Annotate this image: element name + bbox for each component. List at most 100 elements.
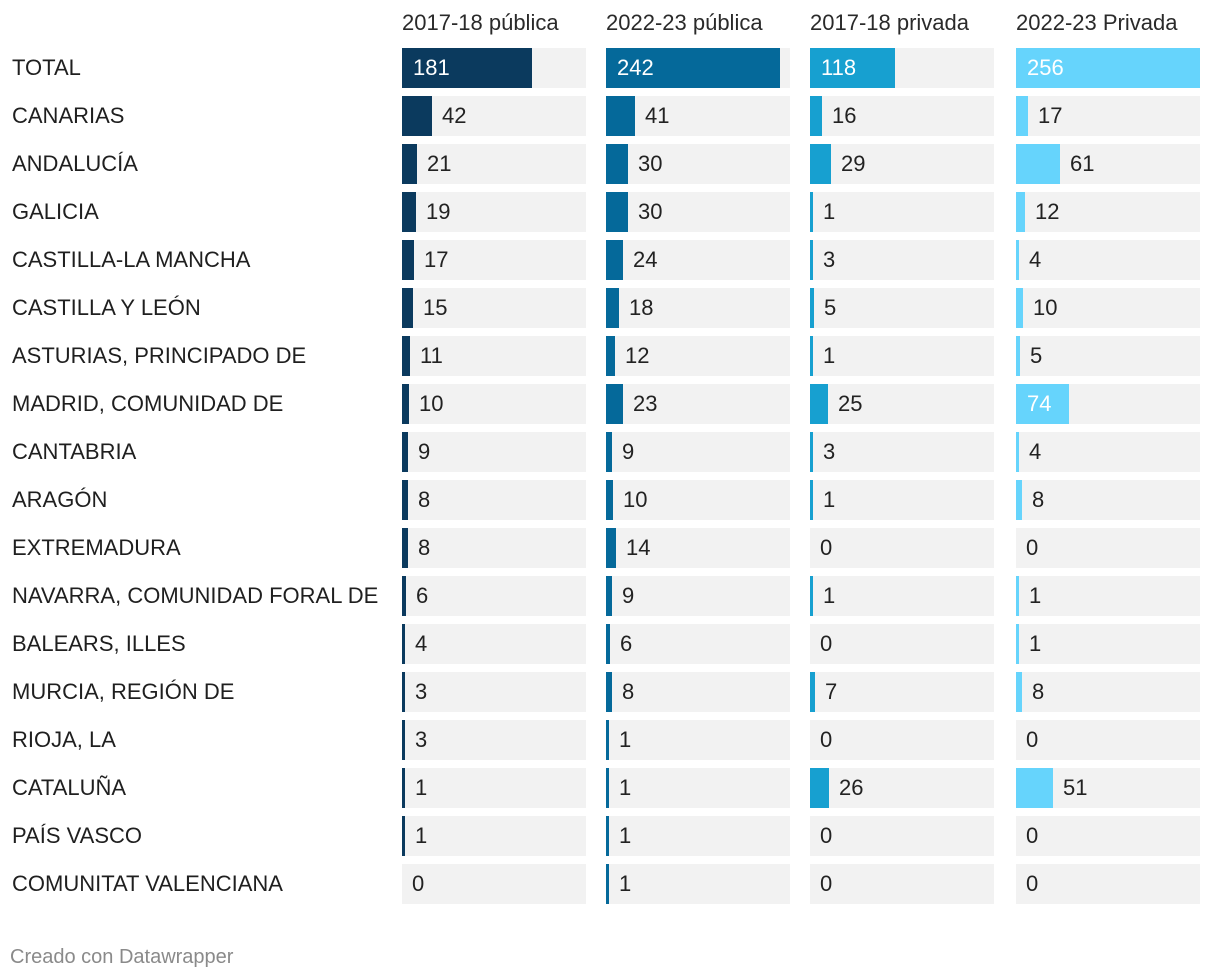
bar-track: 74 — [1016, 384, 1200, 424]
bar-value-label: 0 — [1026, 823, 1039, 848]
bar — [810, 480, 813, 520]
bar-track: 1 — [1016, 624, 1200, 664]
bar-track: 4 — [402, 624, 586, 664]
bar — [810, 672, 815, 712]
bar-track: 0 — [810, 528, 994, 568]
row-label: ARAGÓN — [12, 487, 108, 512]
row-label: ANDALUCÍA — [12, 151, 138, 176]
bar — [402, 240, 414, 280]
bar-track: 4 — [1016, 432, 1200, 472]
bar — [810, 768, 829, 808]
bar — [402, 816, 405, 856]
bar — [810, 240, 813, 280]
bar-track: 10 — [606, 480, 790, 520]
row-label: CANTABRIA — [12, 439, 137, 464]
bar-value-label: 0 — [820, 727, 833, 752]
bar — [606, 96, 635, 136]
bar-track: 18 — [606, 288, 790, 328]
bar-value-label: 1 — [823, 343, 836, 368]
bar — [810, 432, 813, 472]
bar-value-label: 4 — [415, 631, 428, 656]
bar-value-label: 18 — [629, 295, 654, 320]
bar — [1016, 192, 1025, 232]
bar-track: 5 — [810, 288, 994, 328]
bar-value-label: 6 — [416, 583, 429, 608]
bar — [606, 480, 613, 520]
bar — [606, 672, 612, 712]
bar-track: 30 — [606, 144, 790, 184]
bar — [1016, 384, 1069, 424]
row-label: CASTILLA Y LEÓN — [12, 295, 201, 320]
bar — [1016, 672, 1022, 712]
column-header-2: 2017-18 privada — [810, 10, 970, 35]
bar — [402, 624, 405, 664]
bar-value-label: 8 — [418, 535, 431, 560]
bar — [1016, 432, 1019, 472]
bar — [402, 672, 405, 712]
bar-track: 3 — [810, 432, 994, 472]
bar-track: 8 — [402, 480, 586, 520]
column-header-0: 2017-18 pública — [402, 10, 559, 35]
bar — [1016, 768, 1053, 808]
bar-value-label: 3 — [823, 439, 836, 464]
bar — [402, 96, 432, 136]
bar-value-label: 3 — [415, 727, 428, 752]
bar-value-label: 6 — [620, 631, 633, 656]
bar — [402, 576, 406, 616]
bar-value-label: 1 — [619, 871, 632, 896]
bar-track: 10 — [402, 384, 586, 424]
bar-track: 11 — [402, 336, 586, 376]
bar — [1016, 624, 1019, 664]
bar-track: 51 — [1016, 768, 1200, 808]
row-label: CATALUÑA — [12, 775, 127, 800]
bar-track: 181 — [402, 48, 586, 88]
bar-value-label: 0 — [820, 631, 833, 656]
bar-track: 8 — [606, 672, 790, 712]
bar-value-label: 14 — [626, 535, 651, 560]
bar-value-label: 1 — [823, 199, 836, 224]
bar-value-label: 1 — [619, 823, 632, 848]
bar-value-label: 0 — [820, 535, 833, 560]
bar-track: 1 — [810, 192, 994, 232]
bar — [1016, 96, 1028, 136]
bar — [402, 432, 408, 472]
bar-value-label: 29 — [841, 151, 866, 176]
row-label: GALICIA — [12, 199, 99, 224]
bar — [810, 144, 831, 184]
bar-track: 26 — [810, 768, 994, 808]
bar-value-label: 1 — [415, 823, 428, 848]
bar-track: 1 — [402, 816, 586, 856]
bar — [606, 576, 612, 616]
bar-track: 1 — [402, 768, 586, 808]
bar — [402, 768, 405, 808]
bar-value-label: 0 — [1026, 871, 1039, 896]
bar-value-label: 8 — [1032, 487, 1045, 512]
bar-track: 0 — [402, 864, 586, 904]
bar — [810, 336, 813, 376]
bar-value-label: 30 — [638, 151, 663, 176]
bar-value-label: 1 — [415, 775, 428, 800]
column-header-1: 2022-23 pública — [606, 10, 763, 35]
bar-value-label: 17 — [424, 247, 449, 272]
bar-track: 0 — [810, 720, 994, 760]
bar-value-label: 0 — [820, 871, 833, 896]
bar — [606, 768, 609, 808]
bar-track: 8 — [1016, 480, 1200, 520]
row-label: MURCIA, REGIÓN DE — [12, 679, 235, 704]
row-label: CANARIAS — [12, 103, 125, 128]
bar-value-label: 7 — [825, 679, 838, 704]
bar-track: 0 — [1016, 816, 1200, 856]
bar — [810, 96, 822, 136]
bar-track: 0 — [810, 816, 994, 856]
bar — [1016, 48, 1200, 88]
bar-track: 242 — [606, 48, 790, 88]
bar-track: 1 — [1016, 576, 1200, 616]
row-label: MADRID, COMUNIDAD DE — [12, 391, 284, 416]
bar-value-label: 30 — [638, 199, 663, 224]
bar-track: 8 — [1016, 672, 1200, 712]
bar-value-label: 74 — [1027, 391, 1052, 416]
bar-value-label: 10 — [419, 391, 444, 416]
bar — [1016, 480, 1022, 520]
bar-track: 0 — [1016, 864, 1200, 904]
bar — [810, 576, 813, 616]
